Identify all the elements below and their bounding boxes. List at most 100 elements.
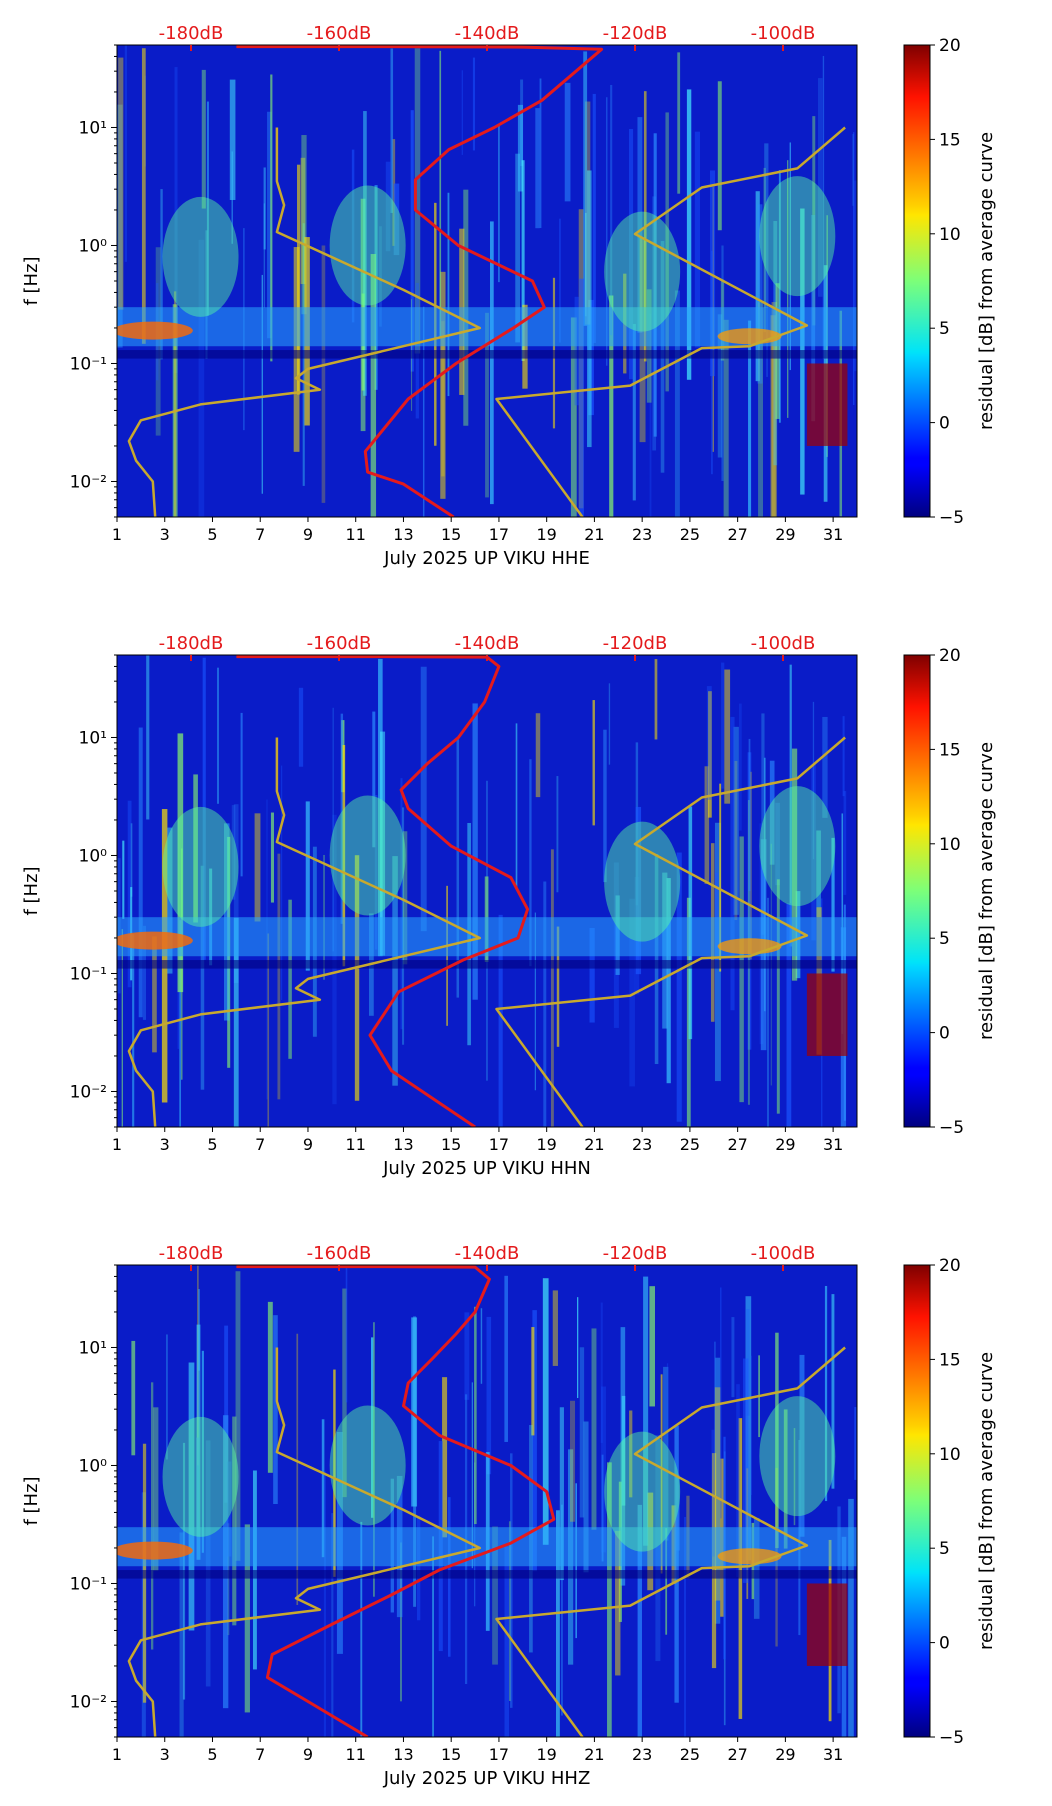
noise-streak (235, 1271, 241, 1561)
energy-plume (329, 185, 406, 306)
noise-streak (354, 855, 360, 1101)
noise-streak (579, 1347, 585, 1518)
noise-streak (472, 703, 478, 1000)
noise-streak (345, 1265, 348, 1403)
noise-streak (132, 934, 135, 1127)
noise-streak (198, 1289, 201, 1371)
noise-streak (654, 659, 658, 740)
noise-streak (843, 791, 847, 895)
noise-streak (267, 111, 272, 339)
noise-streak (492, 1526, 498, 1665)
noise-streak (254, 813, 261, 922)
noise-streak (610, 84, 613, 336)
colorbar-tick-label: 0 (939, 1634, 950, 1654)
noise-streak (167, 827, 173, 974)
noise-streak (854, 1407, 857, 1480)
noise-streak (731, 1317, 735, 1398)
energy-plume (604, 1431, 681, 1552)
noise-streak (298, 687, 304, 767)
microseism-hotspot (717, 938, 782, 955)
noise-streak (281, 765, 283, 1000)
noise-streak (441, 321, 445, 477)
noise-streak (351, 149, 355, 323)
colorbar-tick-label: 15 (939, 130, 961, 150)
noise-streak (392, 856, 398, 1086)
noise-streak (416, 1515, 421, 1621)
noise-streak (141, 48, 146, 344)
noise-streak (151, 1382, 154, 1650)
x-tick-label: 7 (255, 1745, 265, 1764)
noise-streak (776, 879, 780, 1114)
noise-streak (748, 738, 751, 892)
noise-streak (385, 161, 391, 252)
noise-streak (609, 295, 614, 517)
noise-streak (589, 928, 595, 1023)
noise-streak (686, 89, 692, 380)
x-tick-label: 31 (823, 1135, 843, 1154)
noise-streak (229, 79, 236, 200)
noise-streak (811, 764, 816, 941)
microseism-hotspot (117, 931, 193, 950)
energy-plume (759, 786, 836, 907)
noise-streak (748, 320, 752, 517)
noise-streak (637, 117, 643, 333)
x-tick-label: 23 (632, 1745, 652, 1764)
noise-streak (440, 271, 446, 499)
noise-streak (660, 1374, 663, 1574)
x-tick-label: 1 (112, 525, 122, 544)
x-tick-label: 5 (207, 1745, 217, 1764)
noise-streak (704, 766, 710, 884)
noise-streak (738, 703, 742, 831)
noise-streak (535, 713, 541, 798)
noise-streak (643, 1276, 649, 1546)
noise-streak (240, 712, 243, 877)
noise-streak (601, 1386, 606, 1553)
noise-streak (177, 733, 184, 993)
noise-streak (447, 192, 450, 397)
model-curve (495, 736, 846, 1127)
noise-streak (474, 1306, 477, 1525)
noise-streak (853, 180, 857, 372)
x-tick-label: 11 (346, 1745, 366, 1764)
noise-streak (205, 230, 208, 359)
energy-plume (604, 821, 681, 942)
x-tick-label: 5 (207, 1135, 217, 1154)
noise-streak (663, 1366, 669, 1541)
noise-streak (188, 1362, 195, 1631)
noise-streak (201, 69, 206, 209)
noise-streak (628, 129, 634, 380)
noise-streak (579, 278, 584, 517)
noise-streak (560, 1504, 563, 1716)
spectrogram-texture (117, 655, 857, 1127)
x-tick-label: 3 (160, 1745, 170, 1764)
noise-streak (711, 1429, 715, 1557)
noise-streak (515, 723, 518, 888)
x-tick-label: 21 (584, 1135, 604, 1154)
noise-streak (485, 312, 489, 498)
noise-streak (608, 683, 611, 765)
noise-streak (757, 204, 763, 384)
y-tick-label: 10¹ (79, 1338, 107, 1358)
noise-streak (267, 1301, 273, 1473)
noise-streak (583, 51, 588, 326)
noise-streak (629, 1410, 633, 1498)
y-axis-label: f [Hz] (21, 866, 42, 915)
noise-streak (146, 655, 150, 820)
noise-streak (411, 1317, 418, 1507)
x-tick-label: 17 (489, 1745, 509, 1764)
noise-streak (724, 669, 731, 804)
colorbar-tick-label: 15 (939, 1350, 961, 1370)
y-tick-label: 10⁻¹ (70, 964, 107, 984)
noise-streak (649, 313, 652, 517)
noise-streak (456, 739, 460, 998)
noise-streak (822, 55, 825, 359)
noise-streak (209, 868, 213, 966)
noise-streak (734, 760, 738, 920)
y-tick-label: 10⁰ (79, 236, 108, 256)
noise-streak (775, 802, 780, 886)
noise-streak (717, 81, 722, 231)
db-label: -160dB (307, 1243, 372, 1264)
x-tick-label: 29 (775, 1745, 795, 1764)
noise-streak (400, 778, 403, 1030)
